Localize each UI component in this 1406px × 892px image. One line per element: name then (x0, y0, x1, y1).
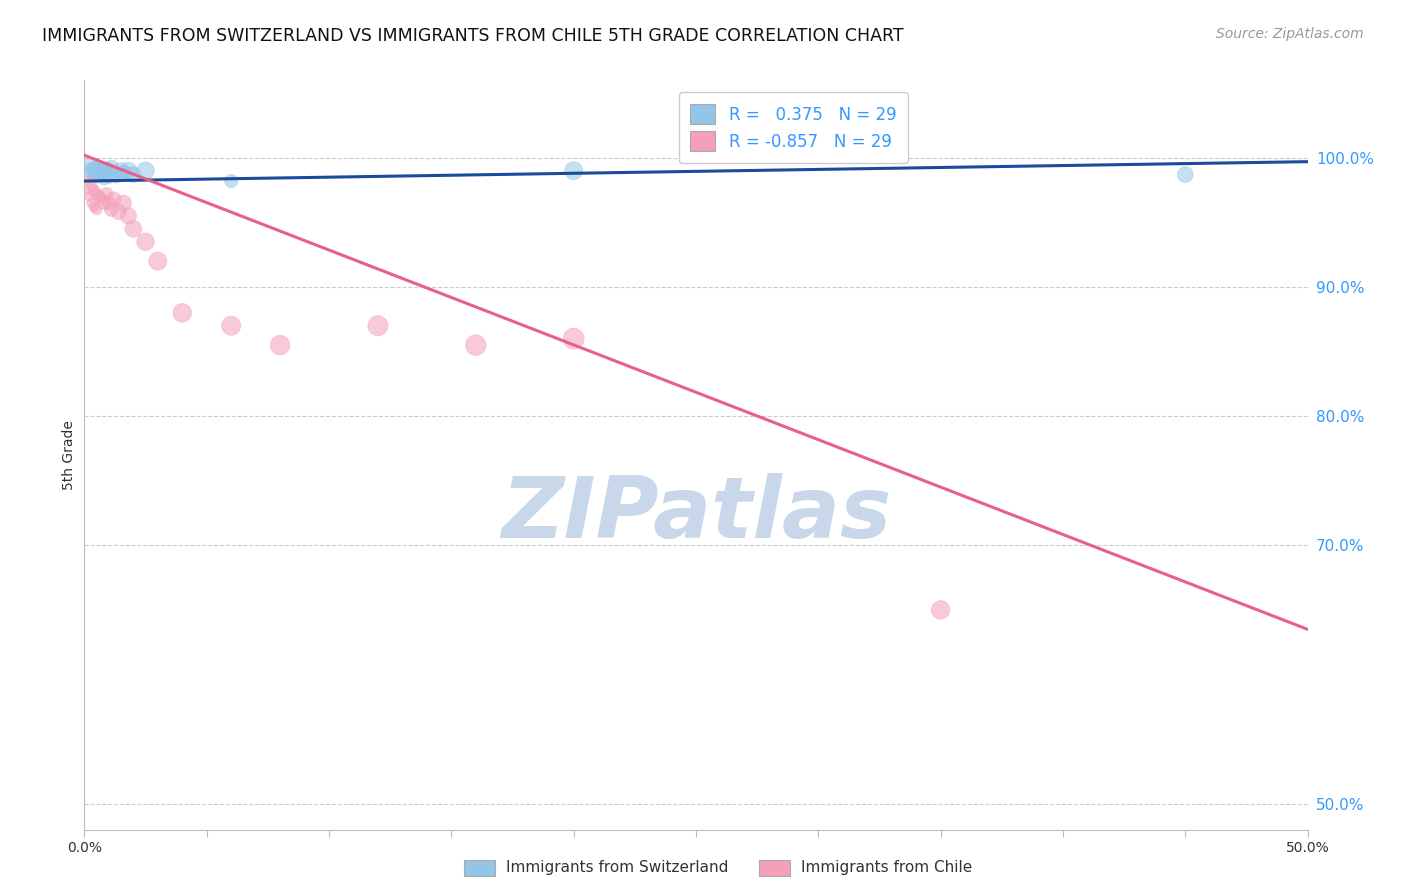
Point (110, 163, 132, 178)
Text: IMMIGRANTS FROM SWITZERLAND VS IMMIGRANTS FROM CHILE 5TH GRADE CORRELATION CHART: IMMIGRANTS FROM SWITZERLAND VS IMMIGRANT… (42, 27, 904, 45)
Point (93, 165, 115, 179)
Legend: R =   0.375   N = 29, R = -0.857   N = 29: R = 0.375 N = 29, R = -0.857 N = 29 (679, 93, 908, 163)
Point (77, 166, 100, 180)
Point (87, 160, 110, 174)
Point (80, 196, 103, 211)
Point (97, 196, 120, 211)
Point (367, 318, 389, 333)
Point (172, 306, 194, 320)
Point (80, 170, 103, 185)
Point (103, 166, 125, 180)
Point (83, 166, 105, 180)
Point (77, 189, 100, 203)
Point (86, 202, 108, 217)
Point (112, 196, 135, 211)
Point (135, 163, 157, 178)
Point (219, 318, 242, 333)
Point (1174, 168, 1197, 182)
Point (86, 186, 108, 201)
Point (93, 196, 115, 211)
Point (83, 200, 105, 214)
Point (87, 166, 110, 180)
Point (929, 603, 952, 617)
Point (112, 166, 135, 180)
Point (117, 163, 139, 178)
Point (77, 157, 100, 171)
Y-axis label: 5th Grade: 5th Grade (62, 420, 76, 490)
Point (107, 205, 129, 219)
Point (219, 174, 242, 188)
Point (83, 160, 105, 174)
Point (83, 183, 105, 197)
Point (100, 202, 122, 217)
Point (96, 186, 118, 201)
Point (146, 254, 169, 268)
Point (86, 170, 108, 185)
Point (86, 162, 108, 177)
Point (117, 209, 139, 223)
Point (122, 168, 145, 182)
Point (105, 169, 128, 183)
Text: ZIPatlas: ZIPatlas (501, 474, 891, 557)
Text: Immigrants from Chile: Immigrants from Chile (801, 861, 973, 875)
Point (269, 338, 291, 352)
Point (93, 171, 115, 186)
Point (80, 179, 103, 194)
Point (90, 162, 112, 177)
Point (76, 183, 98, 197)
Point (87, 189, 110, 203)
Point (122, 222, 145, 236)
Point (96, 162, 118, 177)
Point (90, 192, 112, 206)
Text: Source: ZipAtlas.com: Source: ZipAtlas.com (1216, 27, 1364, 41)
Point (562, 332, 585, 346)
Point (135, 235, 157, 249)
Point (103, 192, 125, 206)
Text: Immigrants from Switzerland: Immigrants from Switzerland (506, 861, 728, 875)
Point (100, 161, 122, 175)
Point (97, 170, 120, 185)
Point (80, 161, 103, 175)
Point (77, 174, 100, 188)
Point (464, 338, 486, 352)
Point (97, 163, 120, 178)
Point (90, 169, 112, 183)
Point (76, 163, 98, 178)
Point (562, 163, 585, 178)
